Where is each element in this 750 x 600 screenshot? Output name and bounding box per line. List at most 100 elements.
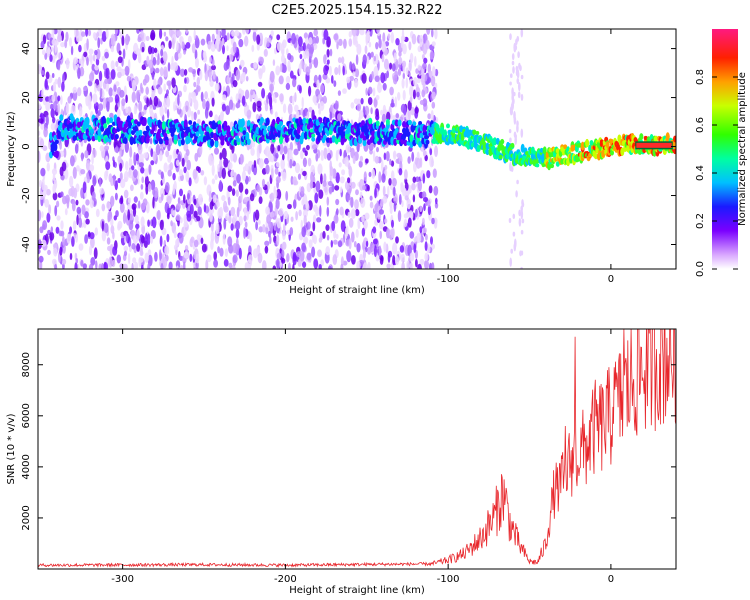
noise-blob bbox=[215, 222, 220, 235]
noise-blob bbox=[286, 48, 289, 56]
noise-blob bbox=[137, 143, 143, 155]
noise-blob bbox=[276, 41, 282, 52]
noise-blob bbox=[365, 158, 369, 164]
noise-blob bbox=[221, 29, 226, 38]
noise-blob bbox=[289, 141, 293, 152]
noise-blob bbox=[203, 203, 207, 213]
noise-blob bbox=[520, 229, 524, 235]
noise-blob bbox=[232, 80, 238, 88]
noise-blob bbox=[178, 169, 183, 177]
noise-blob bbox=[83, 51, 88, 58]
noise-blob bbox=[176, 40, 179, 51]
noise-blob bbox=[52, 258, 57, 265]
noise-blob bbox=[231, 188, 236, 197]
noise-blob bbox=[80, 31, 86, 37]
noise-blob bbox=[49, 54, 53, 62]
ridge-blob bbox=[262, 128, 267, 136]
noise-blob bbox=[131, 243, 136, 250]
noise-blob bbox=[391, 219, 394, 228]
noise-blob bbox=[232, 254, 238, 264]
noise-blob bbox=[373, 55, 376, 62]
noise-blob bbox=[323, 147, 328, 160]
noise-blob bbox=[108, 87, 113, 97]
noise-blob bbox=[323, 64, 329, 76]
noise-blob bbox=[112, 159, 116, 168]
noise-blob bbox=[283, 223, 286, 233]
ridge-blob bbox=[393, 138, 398, 146]
noise-blob bbox=[184, 77, 187, 84]
colorbar-tick-label: 0.8 bbox=[695, 69, 706, 85]
noise-blob bbox=[421, 74, 424, 86]
ridge-blob bbox=[593, 153, 598, 160]
noise-blob bbox=[325, 224, 330, 231]
ridge-blob bbox=[306, 123, 311, 130]
noise-blob bbox=[38, 118, 44, 124]
noise-blob bbox=[295, 211, 298, 221]
noise-blob bbox=[230, 206, 236, 217]
noise-blob bbox=[175, 97, 178, 106]
noise-blob bbox=[149, 137, 153, 145]
noise-blob bbox=[415, 208, 418, 218]
noise-blob bbox=[359, 155, 364, 162]
spectrogram-frame bbox=[37, 28, 677, 270]
noise-blob bbox=[387, 185, 390, 198]
noise-blob bbox=[85, 218, 90, 225]
noise-blob bbox=[382, 185, 386, 197]
noise-blob bbox=[70, 104, 76, 116]
noise-blob bbox=[67, 96, 72, 104]
noise-blob bbox=[179, 188, 183, 197]
noise-blob bbox=[114, 94, 120, 104]
noise-blob bbox=[509, 33, 512, 41]
noise-blob bbox=[115, 210, 119, 218]
noise-blob bbox=[329, 65, 332, 76]
noise-blob bbox=[212, 58, 215, 67]
noise-blob bbox=[97, 37, 101, 49]
noise-blob bbox=[40, 40, 45, 49]
noise-blob bbox=[181, 157, 185, 167]
noise-blob bbox=[161, 227, 167, 236]
noise-blob bbox=[402, 72, 405, 80]
noise-blob bbox=[509, 106, 513, 116]
noise-blob bbox=[333, 239, 338, 245]
noise-blob bbox=[147, 249, 152, 257]
noise-blob bbox=[361, 215, 365, 223]
noise-blob bbox=[222, 44, 225, 55]
ridge-blob bbox=[364, 123, 368, 130]
noise-blob bbox=[101, 220, 105, 232]
noise-blob bbox=[166, 108, 170, 119]
noise-blob bbox=[125, 94, 128, 104]
noise-blob bbox=[520, 93, 524, 101]
noise-blob bbox=[372, 150, 376, 162]
noise-blob bbox=[193, 251, 197, 260]
noise-blob bbox=[313, 235, 317, 245]
noise-blob bbox=[356, 43, 362, 55]
noise-blob bbox=[425, 233, 428, 241]
noise-blob bbox=[51, 94, 56, 103]
noise-blob bbox=[326, 152, 332, 161]
noise-blob bbox=[374, 155, 380, 164]
noise-blob bbox=[292, 254, 297, 266]
ridge-blob bbox=[85, 116, 90, 126]
noise-blob bbox=[51, 73, 55, 78]
noise-blob bbox=[349, 75, 354, 82]
y-tick-label: 4000 bbox=[21, 454, 32, 479]
noise-blob bbox=[375, 94, 380, 101]
y-tick-label: -40 bbox=[21, 236, 32, 252]
noise-blob bbox=[297, 140, 301, 152]
noise-blob bbox=[377, 82, 382, 94]
noise-blob bbox=[85, 29, 89, 37]
noise-blob bbox=[147, 219, 151, 227]
noise-blob bbox=[148, 164, 152, 176]
noise-blob bbox=[351, 29, 357, 37]
noise-blob bbox=[238, 93, 242, 100]
ridge-blob bbox=[90, 128, 94, 135]
noise-blob bbox=[147, 183, 152, 192]
noise-blob bbox=[124, 65, 130, 76]
noise-blob bbox=[117, 71, 122, 79]
noise-blob bbox=[172, 210, 176, 217]
noise-blob bbox=[270, 143, 275, 154]
noise-blob bbox=[163, 101, 166, 108]
noise-blob bbox=[422, 34, 426, 45]
noise-blob bbox=[140, 235, 146, 244]
noise-blob bbox=[215, 29, 219, 35]
